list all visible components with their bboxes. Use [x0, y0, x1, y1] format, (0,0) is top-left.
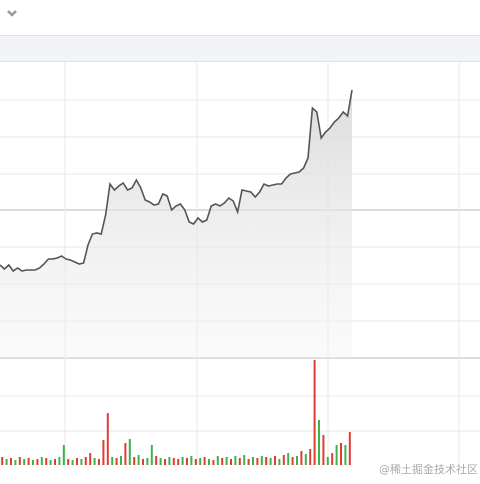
volume-bar: [252, 457, 254, 465]
volume-bar: [84, 457, 87, 465]
volume-bar: [221, 458, 224, 465]
volume-bar: [1, 457, 4, 465]
volume-bar: [230, 459, 232, 465]
volume-bar: [142, 459, 144, 465]
volume-bar: [80, 459, 83, 465]
volume-bar: [89, 453, 92, 465]
volume-bar: [168, 457, 171, 465]
volume-bar: [309, 449, 312, 465]
volume-bar: [287, 453, 290, 465]
volume-bar: [23, 459, 26, 465]
volume-bar: [146, 458, 149, 465]
volume-bar: [216, 456, 219, 465]
volume-bar: [45, 458, 48, 465]
volume-bar: [62, 445, 65, 465]
volume-bar: [282, 455, 285, 465]
volume-bar: [190, 456, 193, 465]
volume-bar: [71, 460, 74, 465]
volume-bar: [120, 456, 122, 465]
volume-bar: [256, 458, 259, 465]
volume-bar: [243, 455, 246, 465]
volume-bar: [199, 458, 202, 465]
volume-bar: [238, 458, 241, 465]
volume-bar: [106, 413, 109, 465]
volume-bar: [54, 459, 56, 465]
volume-bar: [137, 455, 140, 465]
volume-bar: [331, 453, 334, 465]
volume-bar: [124, 443, 127, 465]
header-band: [0, 35, 480, 62]
volume-bar: [128, 439, 131, 465]
volume-bar: [67, 459, 70, 465]
volume-bar: [177, 459, 180, 465]
volume-bar: [58, 457, 61, 465]
volume-bar: [172, 458, 175, 465]
volume-bar: [335, 445, 338, 465]
volume-bar: [181, 457, 184, 465]
volume-bar: [326, 457, 329, 465]
volume-bar: [133, 457, 136, 465]
volume-bar: [36, 459, 39, 465]
toolbar: [0, 0, 480, 35]
volume-bar: [18, 457, 21, 465]
volume-bar: [32, 460, 34, 465]
volume-bar: [10, 458, 12, 465]
volume-bar: [225, 457, 228, 465]
volume-bar: [115, 458, 118, 465]
volume-bar: [208, 459, 210, 465]
volume-bar: [186, 458, 188, 465]
volume-bar: [296, 456, 298, 465]
dropdown-chevron[interactable]: [7, 10, 17, 17]
volume-bar: [265, 457, 268, 465]
volume-bar: [313, 360, 316, 465]
volume-bar: [340, 443, 342, 465]
volume-bar: [278, 459, 281, 465]
volume-bar: [93, 458, 96, 465]
volume-bar: [49, 460, 52, 465]
area-fill: [0, 90, 352, 358]
volume-bar: [102, 440, 105, 465]
volume-bar: [98, 459, 100, 465]
volume-bar: [300, 451, 303, 465]
volume-bar: [76, 458, 78, 465]
volume-bar: [155, 456, 158, 465]
watermark: @稀土掘金技术社区: [379, 462, 478, 476]
volume-bar: [274, 456, 276, 465]
volume-bar: [159, 458, 162, 465]
volume-bar: [322, 435, 325, 465]
volume-bar: [348, 432, 351, 465]
volume-bar: [14, 460, 17, 465]
volume-bar: [150, 445, 153, 465]
volume-bar: [212, 460, 215, 465]
volume-bar: [40, 457, 43, 465]
price-line: [0, 89, 353, 273]
volume-bar: [194, 459, 197, 465]
volume-bar: [111, 457, 114, 465]
volume-bar: [5, 459, 8, 465]
volume-bar: [164, 459, 166, 465]
volume-bar: [27, 458, 30, 465]
volume-bar: [318, 420, 320, 465]
volume-bar: [269, 458, 272, 465]
volume-bar: [344, 445, 347, 465]
volume-bar: [304, 454, 307, 465]
volume-bar: [291, 457, 294, 465]
volume-bar: [203, 457, 206, 465]
volume-bar: [234, 456, 237, 465]
volume-bar: [247, 459, 250, 465]
volume-bar: [260, 456, 263, 465]
